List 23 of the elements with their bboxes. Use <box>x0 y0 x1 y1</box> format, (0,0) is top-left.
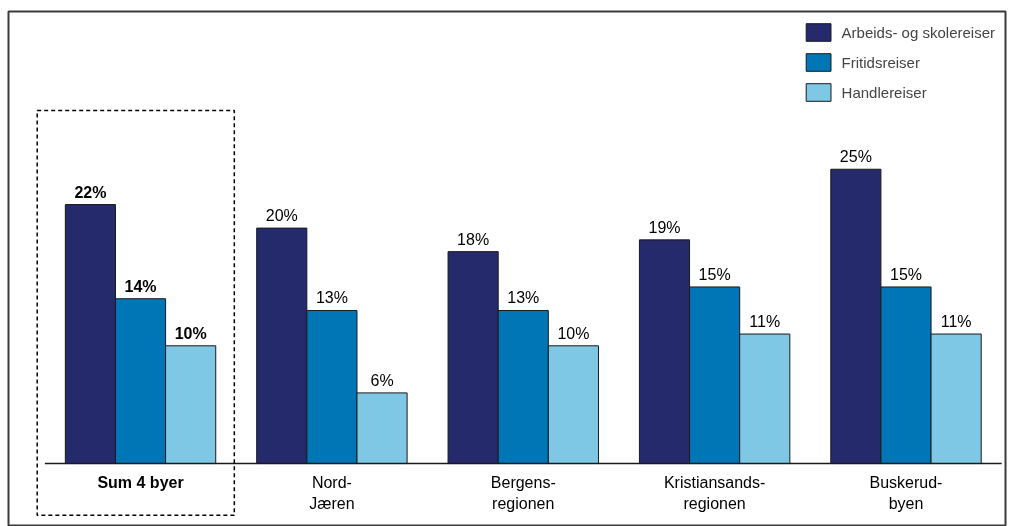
data-label: 18% <box>457 230 490 248</box>
data-label: 10% <box>557 324 590 342</box>
x-tick-label: Sum 4 byer <box>97 473 184 491</box>
legend-label: Handlereiser <box>841 83 927 101</box>
data-label: 15% <box>889 265 923 283</box>
legend-label: Fritidsreiser <box>841 53 920 71</box>
legend-label: Arbeids- og skolereiser <box>841 23 995 41</box>
x-tick-label: Kristiansands- regionen <box>663 473 766 512</box>
x-tick-label: Buskerud- byen <box>869 473 943 512</box>
data-label: 22% <box>74 183 107 201</box>
data-label: 10% <box>174 324 207 342</box>
data-label: 25% <box>839 148 872 166</box>
data-label: 13% <box>315 289 348 307</box>
data-label: 11% <box>940 313 972 331</box>
x-tick-label: Bergens- regionen <box>490 473 556 512</box>
data-label: 14% <box>124 277 157 295</box>
data-label: 15% <box>698 265 731 283</box>
data-label: 6% <box>370 371 394 389</box>
data-label: 19% <box>648 218 681 236</box>
data-label: 11% <box>749 313 781 331</box>
data-label: 13% <box>507 289 540 307</box>
data-label: 20% <box>265 207 298 225</box>
x-tick-label: Nord- Jæren <box>309 473 355 512</box>
